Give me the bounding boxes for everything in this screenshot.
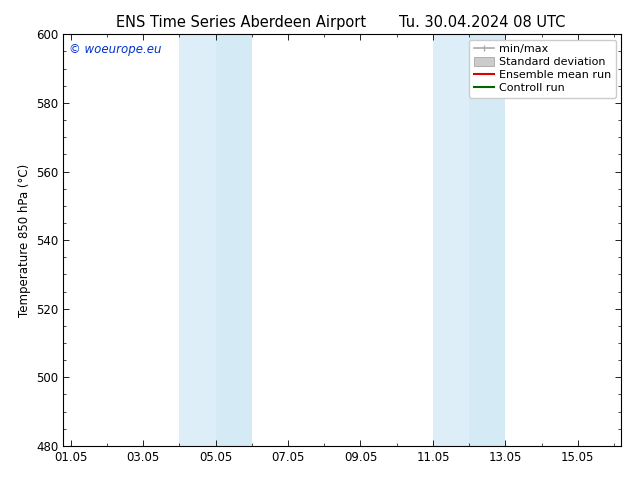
Text: © woeurope.eu: © woeurope.eu [69, 43, 162, 55]
Legend: min/max, Standard deviation, Ensemble mean run, Controll run: min/max, Standard deviation, Ensemble me… [469, 40, 616, 98]
Y-axis label: Temperature 850 hPa (°C): Temperature 850 hPa (°C) [18, 164, 30, 317]
Bar [469, 34, 505, 446]
Title: ENS Time Series Aberdeen Airport    Tu. 30.04.2024 08 UTC: ENS Time Series Aberdeen Airport Tu. 30.… [0, 489, 1, 490]
Text: ENS Time Series Aberdeen Airport: ENS Time Series Aberdeen Airport [116, 15, 366, 30]
Bar [216, 34, 252, 446]
Bar [179, 34, 216, 446]
Text: Tu. 30.04.2024 08 UTC: Tu. 30.04.2024 08 UTC [399, 15, 565, 30]
Bar [433, 34, 469, 446]
